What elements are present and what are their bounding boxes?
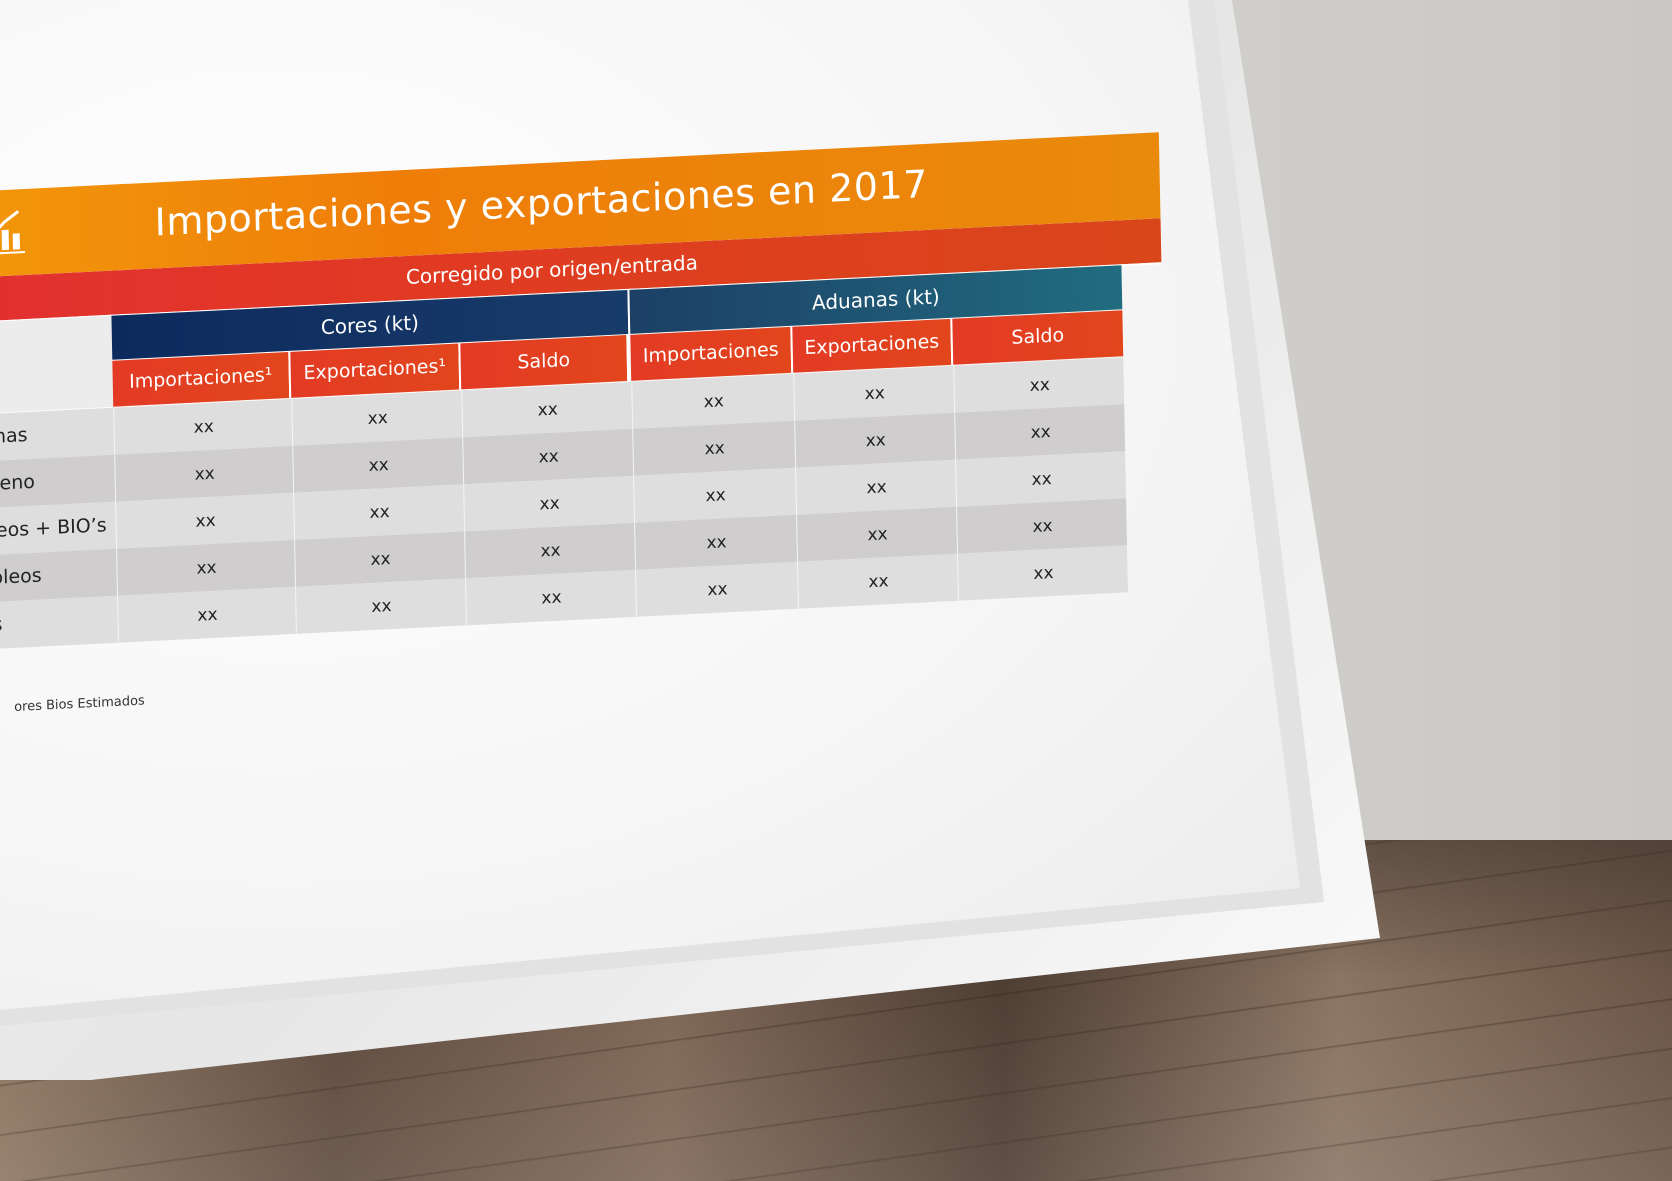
- cell-value: xx: [703, 391, 725, 413]
- table-cell: xx: [954, 404, 1127, 460]
- table-cell: xx: [631, 373, 796, 429]
- poster-content: Importaciones y exportaciones en 2017 Co…: [0, 132, 1162, 715]
- column-header-label: Exportaciones¹: [303, 355, 447, 385]
- table-cell: xx: [633, 467, 798, 523]
- cell-value: xx: [541, 587, 562, 609]
- row-label-text: s: [0, 613, 3, 636]
- table-cell: xx: [632, 420, 797, 476]
- table-cell: xx: [461, 381, 634, 438]
- table-cell: xx: [797, 553, 959, 609]
- cell-value: xx: [537, 399, 559, 421]
- table-cell: xx: [635, 561, 799, 617]
- table-cell: xx: [957, 545, 1129, 601]
- poster-paper: Importaciones y exportaciones en 2017 Co…: [0, 0, 1300, 1010]
- column-header: Saldo: [460, 334, 630, 390]
- column-header: Exportaciones: [792, 318, 954, 373]
- cell-value: xx: [864, 383, 886, 405]
- cell-value: xx: [371, 596, 392, 618]
- row-label-text: leos + BIO’s: [0, 514, 107, 542]
- cell-value: xx: [1033, 562, 1054, 584]
- row-label: óleos: [0, 561, 112, 589]
- cell-value: xx: [704, 438, 725, 460]
- row-label-text: inas: [0, 424, 28, 448]
- cell-value: xx: [865, 430, 886, 452]
- table-cell: xx: [956, 498, 1129, 554]
- subtitle: Corregido por origen/entrada: [405, 250, 699, 289]
- row-label: inas: [0, 420, 109, 448]
- table-cell: xx: [465, 569, 637, 626]
- table-cell: xx: [634, 514, 799, 570]
- table-cell: xx: [795, 459, 958, 515]
- cell-value: xx: [369, 502, 390, 524]
- title-bar: Importaciones y exportaciones en 2017: [0, 132, 1161, 279]
- row-label: seno: [0, 467, 110, 495]
- cell-value: xx: [706, 532, 727, 554]
- cell-value: xx: [194, 463, 215, 485]
- column-header-label: Saldo: [517, 348, 571, 374]
- cell-value: xx: [540, 540, 561, 562]
- row-label-header: [0, 315, 114, 413]
- column-header: Saldo: [952, 310, 1124, 365]
- row-label: s: [0, 608, 113, 636]
- cell-value: xx: [197, 604, 218, 626]
- page-title: Importaciones y exportaciones en 2017: [154, 161, 929, 245]
- cell-value: xx: [195, 510, 216, 532]
- cell-value: xx: [705, 485, 726, 507]
- cell-value: xx: [868, 571, 889, 593]
- table-cell: xx: [464, 522, 637, 579]
- table-cell: xx: [295, 578, 467, 634]
- table-cell: xx: [463, 475, 636, 532]
- table-cell: xx: [794, 412, 957, 468]
- column-header-label: Exportaciones: [804, 330, 940, 360]
- column-header: Importaciones¹: [112, 351, 292, 407]
- column-header: Exportaciones¹: [290, 343, 462, 398]
- cell-value: xx: [707, 579, 728, 601]
- cell-value: xx: [867, 524, 888, 546]
- cell-value: xx: [1031, 468, 1052, 490]
- table-cell: xx: [292, 437, 465, 493]
- cell-value: xx: [538, 446, 559, 468]
- cell-value: xx: [367, 408, 389, 430]
- row-label-text: seno: [0, 470, 36, 495]
- cell-value: xx: [370, 549, 391, 571]
- cell-value: xx: [539, 493, 560, 515]
- row-label-text: óleos: [0, 564, 42, 589]
- column-header-label: Importaciones: [642, 338, 779, 368]
- table-cell: xx: [953, 357, 1126, 413]
- footnote: ores Bios Estimados: [14, 693, 145, 715]
- cell-value: xx: [866, 477, 887, 499]
- cell-value: xx: [196, 557, 217, 579]
- cell-value: xx: [368, 455, 389, 477]
- column-header-label: Saldo: [1011, 324, 1065, 349]
- cell-value: xx: [1030, 421, 1051, 443]
- table-cell: xx: [793, 365, 956, 421]
- table-cell: xx: [293, 484, 466, 540]
- table-cell: xx: [462, 428, 635, 485]
- column-header-label: Importaciones¹: [128, 363, 273, 393]
- cell-value: xx: [1032, 515, 1053, 537]
- row-label: leos + BIO’s: [0, 514, 111, 542]
- cell-value: xx: [1029, 374, 1051, 396]
- column-header: Importaciones: [630, 326, 794, 381]
- table-cell: xx: [291, 390, 464, 446]
- table-cell: xx: [796, 506, 959, 562]
- cell-value: xx: [193, 416, 215, 438]
- chart-icon: [0, 210, 26, 255]
- table-cell: xx: [955, 451, 1128, 507]
- table-cell: xx: [294, 531, 467, 587]
- table-cell: xx: [117, 586, 297, 643]
